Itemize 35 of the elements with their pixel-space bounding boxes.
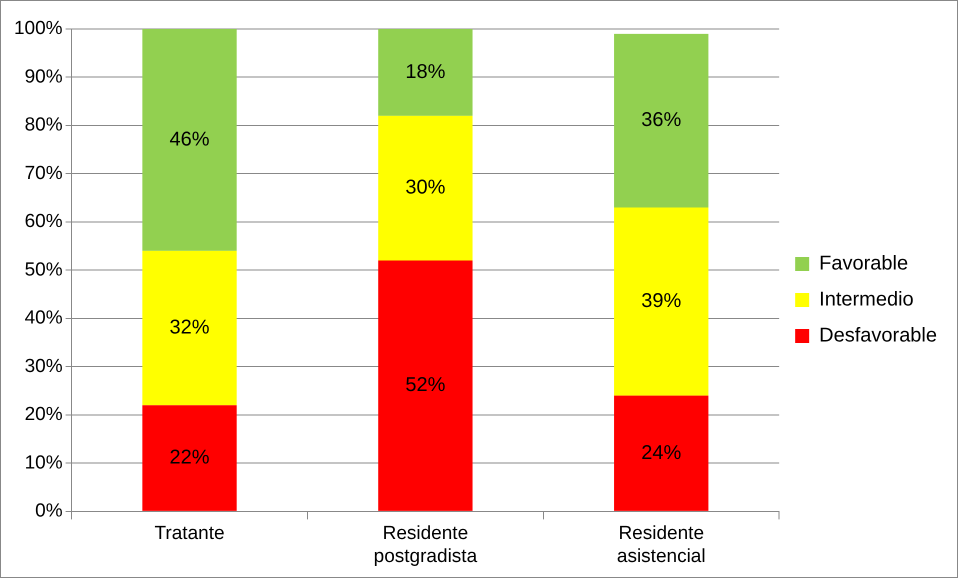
legend-label: Intermedio <box>819 288 914 311</box>
bar <box>378 29 473 116</box>
y-tick-label: 0% <box>35 500 63 522</box>
data-label: 24% <box>641 442 682 464</box>
y-tick-label: 30% <box>24 356 63 377</box>
data-label: 52% <box>405 374 446 396</box>
data-label: 32% <box>170 316 210 339</box>
bar <box>614 396 708 511</box>
y-tick-label: 20% <box>24 404 63 426</box>
data-label: 46% <box>170 128 210 150</box>
data-label: 18% <box>405 60 446 83</box>
bar <box>142 405 237 511</box>
bar <box>614 34 708 208</box>
y-tick-label: 10% <box>24 452 63 474</box>
legend-label: Favorable <box>819 252 908 275</box>
data-label: 39% <box>641 290 682 312</box>
y-tick-label: 50% <box>24 259 63 280</box>
x-tick-label: Tratante <box>154 523 225 544</box>
y-tick-label: 40% <box>24 308 63 329</box>
y-tick-label: 80% <box>24 114 63 136</box>
data-label: 22% <box>170 446 210 469</box>
bar <box>142 29 237 251</box>
bar <box>378 260 473 511</box>
data-label: 36% <box>641 109 682 132</box>
x-tick-label: Residente postgradista <box>374 523 478 567</box>
bar <box>614 207 708 396</box>
data-label: 30% <box>405 176 446 199</box>
legend-label: Desfavorable <box>819 324 937 347</box>
y-tick-label: 100% <box>14 18 63 40</box>
y-tick-label: 70% <box>24 162 63 184</box>
y-tick-label: 90% <box>24 66 63 88</box>
y-tick-label: 60% <box>24 211 63 232</box>
bar <box>378 116 473 261</box>
bar <box>142 250 237 406</box>
x-tick-label: Residente asistencial <box>616 523 706 567</box>
